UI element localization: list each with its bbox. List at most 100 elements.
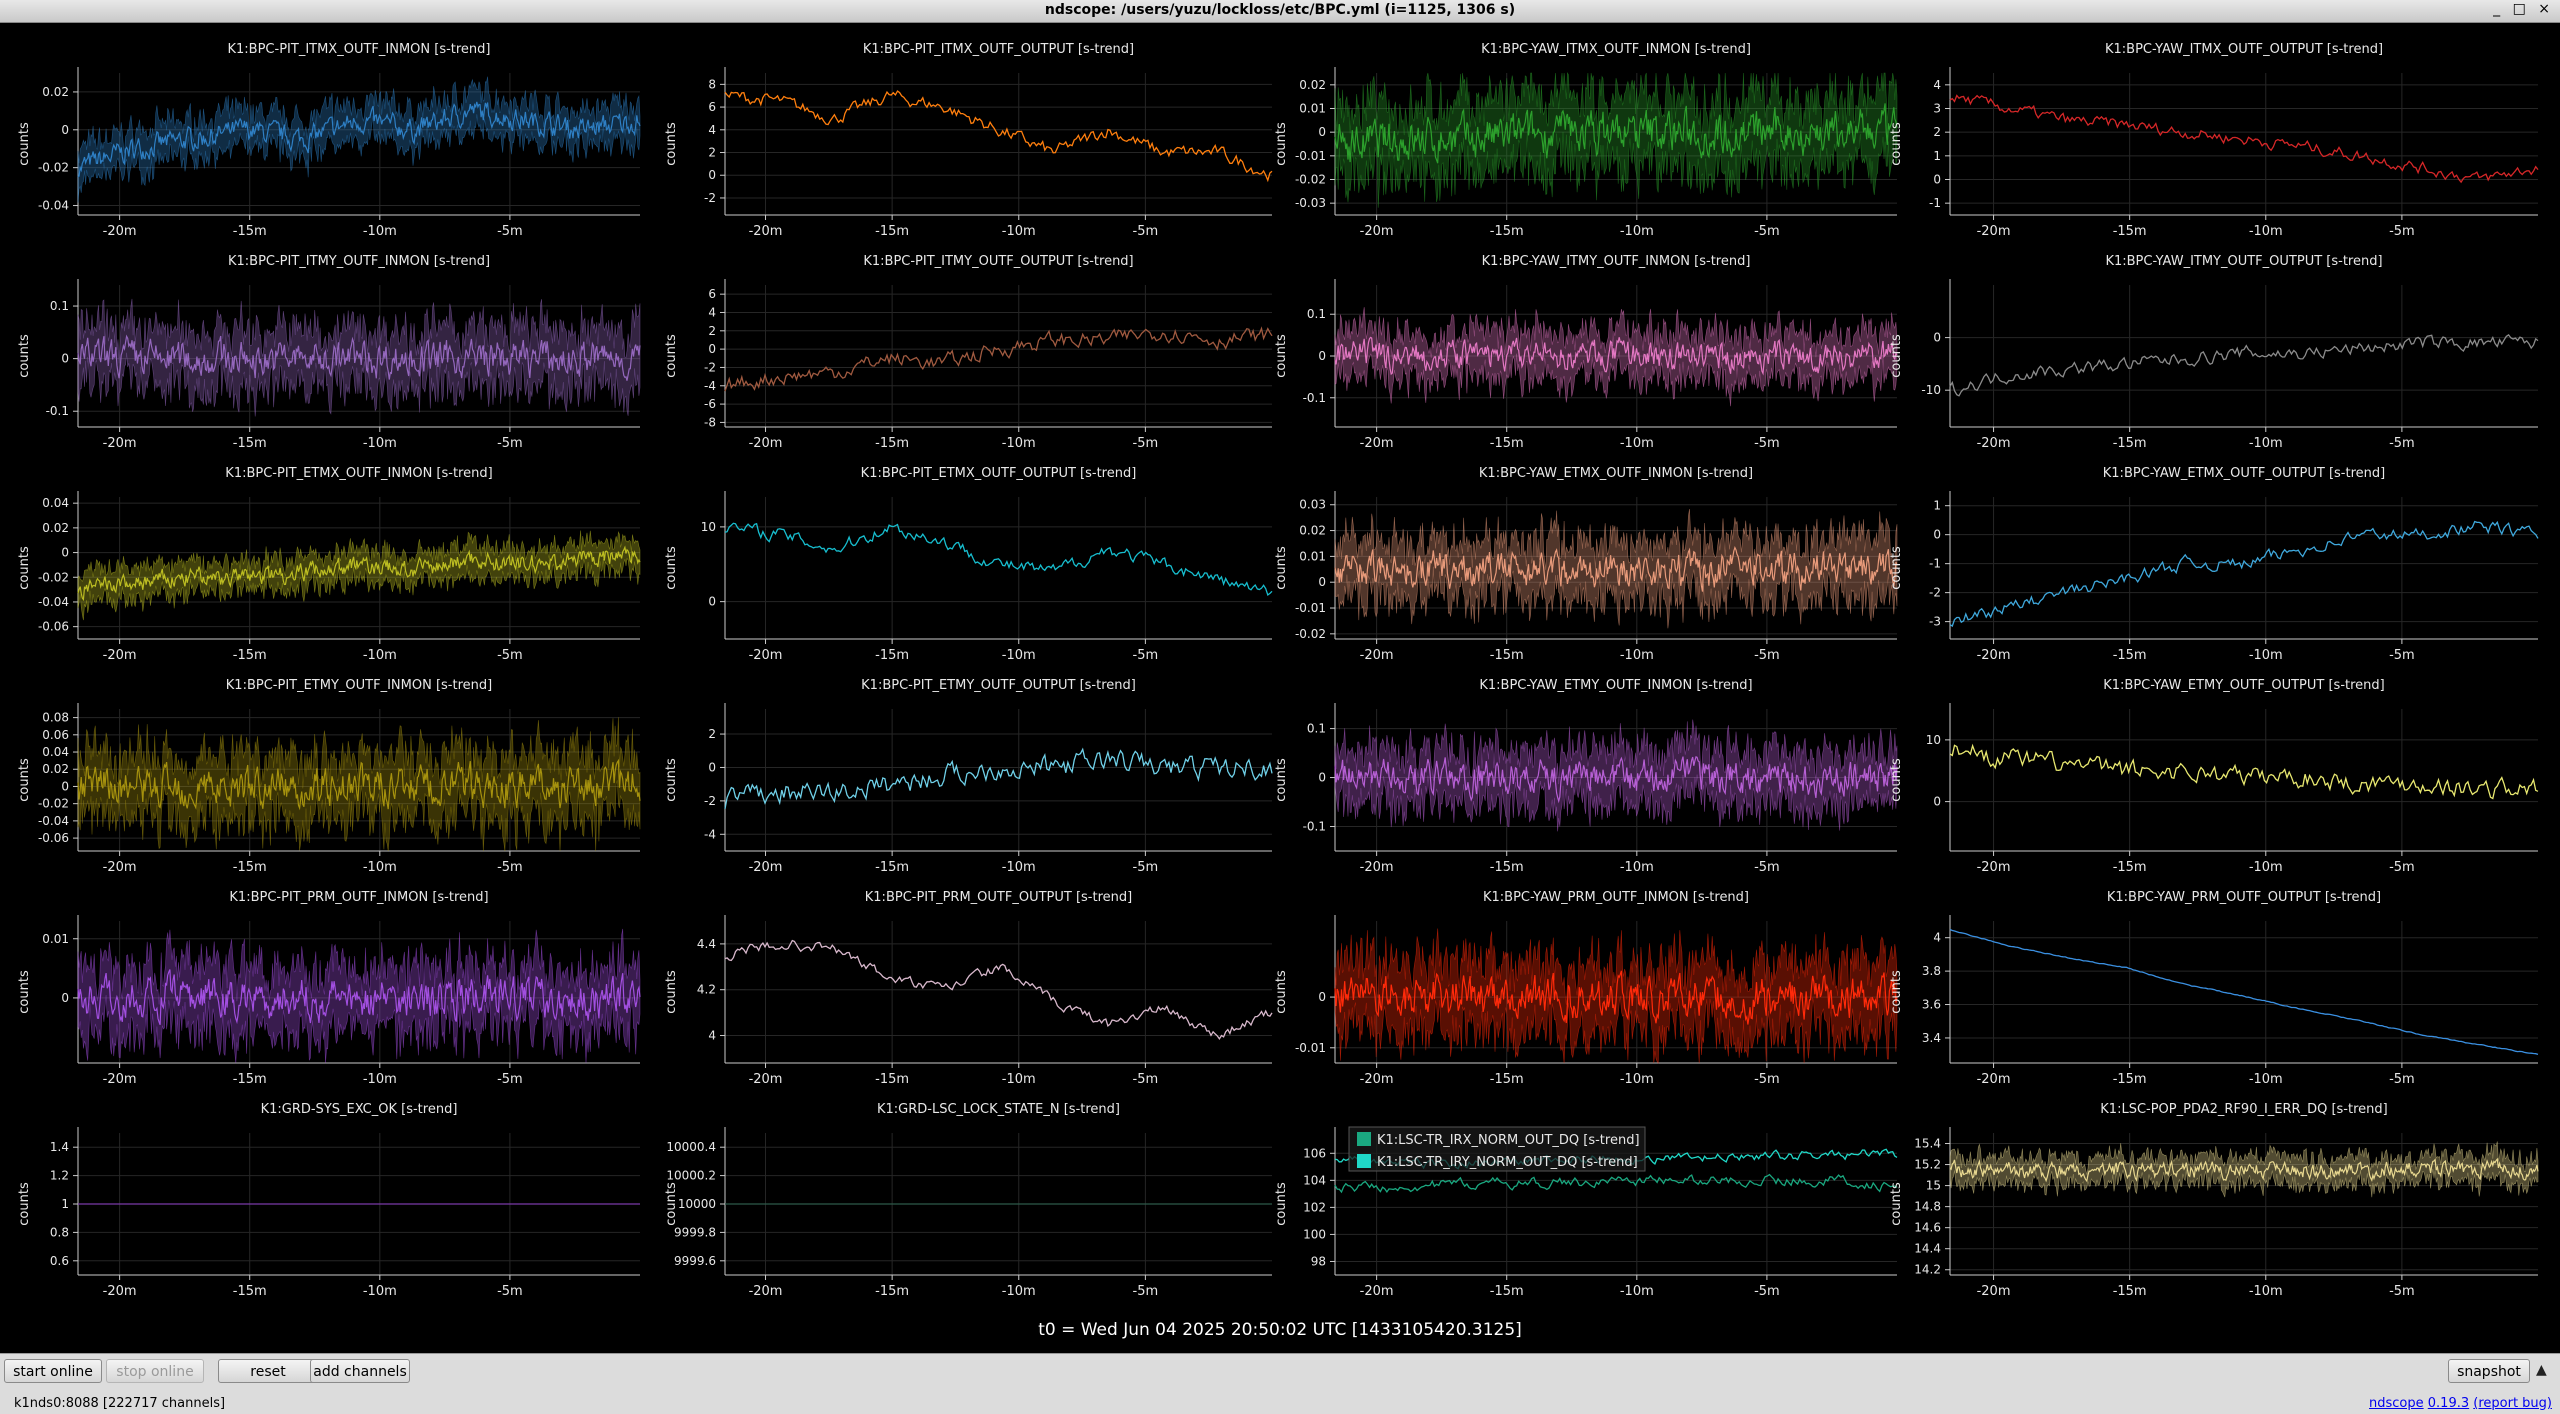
chart-20[interactable]: K1:BPC-YAW_PRM_OUTF_OUTPUT [s-trend] -20m…	[1889, 890, 2539, 1087]
y-tick-label: -0.04	[38, 814, 69, 828]
chart-10[interactable]: K1:BPC-PIT_ETMX_OUTF_OUTPUT [s-trend] -20…	[664, 466, 1273, 663]
y-tick-label: 15	[1926, 1179, 1941, 1193]
chart-title: K1:LSC-POP_PDA2_RF90_I_ERR_DQ [s-trend]	[2100, 1102, 2387, 1117]
x-tick-label: -15m	[2113, 1284, 2147, 1299]
start-online-button[interactable]: start online	[4, 1359, 102, 1383]
chart-17[interactable]: K1:BPC-PIT_PRM_OUTF_INMON [s-trend] -20m -…	[17, 890, 641, 1087]
x-tick-label: -20m	[1360, 1072, 1394, 1087]
chart-title: K1:BPC-PIT_ETMX_OUTF_INMON [s-trend]	[225, 466, 492, 481]
y-tick-label: 0.02	[42, 521, 69, 535]
y-tick-label: 0.04	[42, 745, 69, 759]
chart-12[interactable]: K1:BPC-YAW_ETMX_OUTF_OUTPUT [s-trend]-20…	[1889, 466, 2539, 663]
y-tick-label: 10000	[678, 1197, 716, 1211]
y-axis-label: counts	[17, 1182, 32, 1226]
chart-16[interactable]: K1:BPC-YAW_ETMY_OUTF_OUTPUT [s-trend] -20…	[1889, 678, 2539, 875]
chart-title: K1:BPC-YAW_ETMX_OUTF_INMON [s-trend]	[1479, 466, 1753, 481]
version-link[interactable]: 0.19.3	[2427, 1396, 2470, 1411]
snapshot-button[interactable]: snapshot	[2448, 1359, 2530, 1383]
reset-button[interactable]: reset	[218, 1359, 318, 1383]
y-tick-label: -0.1	[1303, 391, 1326, 405]
y-tick-label: 10000.2	[666, 1169, 716, 1183]
chart-9[interactable]: K1:BPC-PIT_ETMX_OUTF_INMON [s-trend] -20m…	[17, 466, 641, 663]
x-tick-label: -15m	[1490, 860, 1524, 875]
window-titlebar[interactable]: ndscope: /users/yuzu/lockloss/etc/BPC.ym…	[0, 0, 2560, 23]
series-band	[1334, 508, 1898, 629]
plot-grid[interactable]: K1:BPC-PIT_ITMX_OUTF_INMON [s-trend] -20m…	[0, 23, 2560, 1353]
chart-13[interactable]: K1:BPC-PIT_ETMY_OUTF_INMON [s-trend] -20m…	[17, 678, 641, 875]
y-tick-label: 10000.4	[666, 1140, 716, 1154]
y-tick-label: -2	[704, 794, 716, 808]
y-tick-label: -3	[1929, 615, 1941, 629]
chart-3[interactable]: K1:BPC-YAW_ITMX_OUTF_INMON [s-trend] -20m…	[1274, 42, 1898, 239]
chart-2[interactable]: K1:BPC-PIT_ITMX_OUTF_OUTPUT [s-trend]-20…	[664, 42, 1273, 239]
y-tick-label: -8	[704, 415, 716, 429]
y-axis-label: counts	[1274, 1182, 1289, 1226]
x-tick-label: -20m	[1360, 224, 1394, 239]
y-tick-label: 0	[708, 168, 716, 182]
chart-18[interactable]: K1:BPC-PIT_PRM_OUTF_OUTPUT [s-trend] -20m…	[664, 890, 1273, 1087]
x-tick-label: -20m	[749, 224, 783, 239]
y-tick-label: -0.02	[38, 797, 69, 811]
x-tick-label: -15m	[1490, 436, 1524, 451]
series-line-1	[1949, 520, 2539, 628]
x-tick-label: -10m	[363, 224, 397, 239]
y-tick-label: 10	[1926, 733, 1941, 747]
chart-24[interactable]: K1:LSC-POP_PDA2_RF90_I_ERR_DQ [s-trend] -…	[1889, 1102, 2539, 1299]
y-axis-label: counts	[1274, 758, 1289, 802]
legend-label: K1:LSC-TR_IRY_NORM_OUT_DQ [s-trend]	[1377, 1155, 1638, 1170]
y-tick-label: 1	[1933, 149, 1941, 163]
y-tick-label: -2	[1929, 586, 1941, 600]
report-bug-link[interactable]: (report bug)	[2473, 1396, 2552, 1411]
series-band	[77, 530, 641, 621]
stop-online-button[interactable]: stop online	[106, 1359, 204, 1383]
chart-title: K1:GRD-SYS_EXC_OK [s-trend]	[261, 1102, 458, 1117]
chart-15[interactable]: K1:BPC-YAW_ETMY_OUTF_INMON [s-trend] -20m…	[1274, 678, 1898, 875]
window-controls[interactable]: _ □ ×	[2493, 1, 2554, 17]
chart-11[interactable]: K1:BPC-YAW_ETMX_OUTF_INMON [s-trend] -20m…	[1274, 466, 1898, 663]
chart-14[interactable]: K1:BPC-PIT_ETMY_OUTF_OUTPUT [s-trend]-20…	[664, 678, 1273, 875]
chart-23[interactable]: -20m -15m -10m -5m 106 104 102 100 98 counts K1:LS…	[1274, 1126, 1898, 1299]
x-tick-label: -10m	[2249, 436, 2283, 451]
y-tick-label: 1.2	[50, 1169, 69, 1183]
x-tick-label: -20m	[1977, 436, 2011, 451]
chart-7[interactable]: K1:BPC-YAW_ITMY_OUTF_INMON [s-trend] -20m…	[1274, 254, 1898, 451]
chart-8[interactable]: K1:BPC-YAW_ITMY_OUTF_OUTPUT [s-trend] -20…	[1889, 254, 2539, 451]
x-tick-label: -15m	[233, 436, 267, 451]
x-tick-label: -10m	[2249, 1284, 2283, 1299]
x-tick-label: -10m	[1002, 648, 1036, 663]
y-axis-label: counts	[1889, 122, 1904, 166]
chart-title: K1:BPC-PIT_ETMY_OUTF_OUTPUT [s-trend]	[861, 678, 1136, 693]
chart-1[interactable]: K1:BPC-PIT_ITMX_OUTF_INMON [s-trend] -20m…	[17, 42, 641, 239]
expand-arrow-icon[interactable]: ▲	[2536, 1362, 2547, 1378]
series-line-1	[724, 522, 1273, 596]
x-tick-label: -10m	[1002, 1284, 1036, 1299]
series-line-1	[724, 747, 1273, 810]
y-tick-label: 4	[1933, 78, 1941, 92]
x-tick-label: -10m	[2249, 648, 2283, 663]
y-tick-label: 0.02	[1299, 524, 1326, 538]
chart-4[interactable]: K1:BPC-YAW_ITMX_OUTF_OUTPUT [s-trend] -20…	[1889, 42, 2539, 239]
x-tick-label: -5m	[1133, 648, 1159, 663]
x-tick-label: -5m	[2389, 224, 2415, 239]
app-link[interactable]: ndscope	[2369, 1396, 2424, 1411]
chart-5[interactable]: K1:BPC-PIT_ITMY_OUTF_INMON [s-trend] -20m…	[17, 254, 641, 451]
chart-19[interactable]: K1:BPC-YAW_PRM_OUTF_INMON [s-trend] -20m -…	[1274, 890, 1898, 1087]
x-tick-label: -20m	[749, 1284, 783, 1299]
y-tick-label: 6	[708, 287, 716, 301]
y-tick-label: 3.4	[1922, 1031, 1941, 1045]
x-tick-label: -5m	[497, 436, 523, 451]
y-axis-label: counts	[17, 334, 32, 378]
add-channels-button[interactable]: add channels	[310, 1359, 410, 1383]
x-tick-label: -5m	[1754, 1072, 1780, 1087]
chart-22[interactable]: K1:GRD-LSC_LOCK_STATE_N [s-trend] -20m -15…	[664, 1102, 1272, 1299]
x-tick-label: -20m	[103, 1072, 137, 1087]
legend-label: K1:LSC-TR_IRX_NORM_OUT_DQ [s-trend]	[1377, 1133, 1640, 1148]
y-tick-label: -1	[1929, 196, 1941, 210]
y-tick-label: 0.8	[50, 1225, 69, 1239]
plots-canvas[interactable]: K1:BPC-PIT_ITMX_OUTF_INMON [s-trend] -20m…	[0, 23, 2560, 1353]
chart-21[interactable]: K1:GRD-SYS_EXC_OK [s-trend] -20m -15m -10m -…	[17, 1102, 640, 1299]
x-tick-label: -15m	[2113, 648, 2147, 663]
y-tick-label: 4	[708, 305, 716, 319]
y-tick-label: -2	[704, 360, 716, 374]
chart-6[interactable]: K1:BPC-PIT_ITMY_OUTF_OUTPUT [s-trend]-20…	[664, 254, 1273, 451]
